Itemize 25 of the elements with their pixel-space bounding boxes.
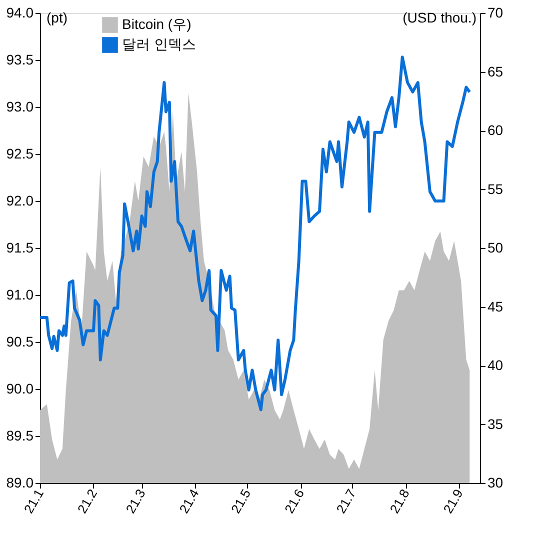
y-tick-label: 92.0 [6,192,34,208]
y2-tick-label: 60 [488,122,504,138]
y2-tick-label: 45 [488,298,504,314]
y2-tick-label: 70 [488,4,504,20]
line-series [38,56,472,412]
y2-tick-label: 35 [488,416,504,432]
y-tick-label: 92.5 [6,146,34,162]
legend-label: Bitcoin (우) [122,16,192,32]
y-tick-label: 93.5 [6,52,34,68]
y-tick-label: 89.5 [6,428,34,444]
y2-axis-title: (USD thou.) [402,10,476,26]
y2-tick-label: 30 [488,474,504,490]
y-tick-label: 93.0 [6,98,34,114]
y2-tick-label: 50 [488,240,504,256]
y-tick-label: 91.5 [6,240,34,256]
y-tick-label: 89.0 [6,474,34,490]
y-tick-label: 90.0 [6,380,34,396]
y2-tick-label: 55 [488,180,504,197]
y2-tick-label: 65 [488,63,504,80]
y-tick-label: 90.5 [6,334,34,350]
y2-tick-label: 40 [488,357,504,373]
y-tick-label: 91.0 [6,286,34,302]
y-axis-title: (pt) [46,10,68,26]
legend-label: 달러 인덱스 [122,36,196,52]
y-tick-label: 94.0 [6,4,34,20]
